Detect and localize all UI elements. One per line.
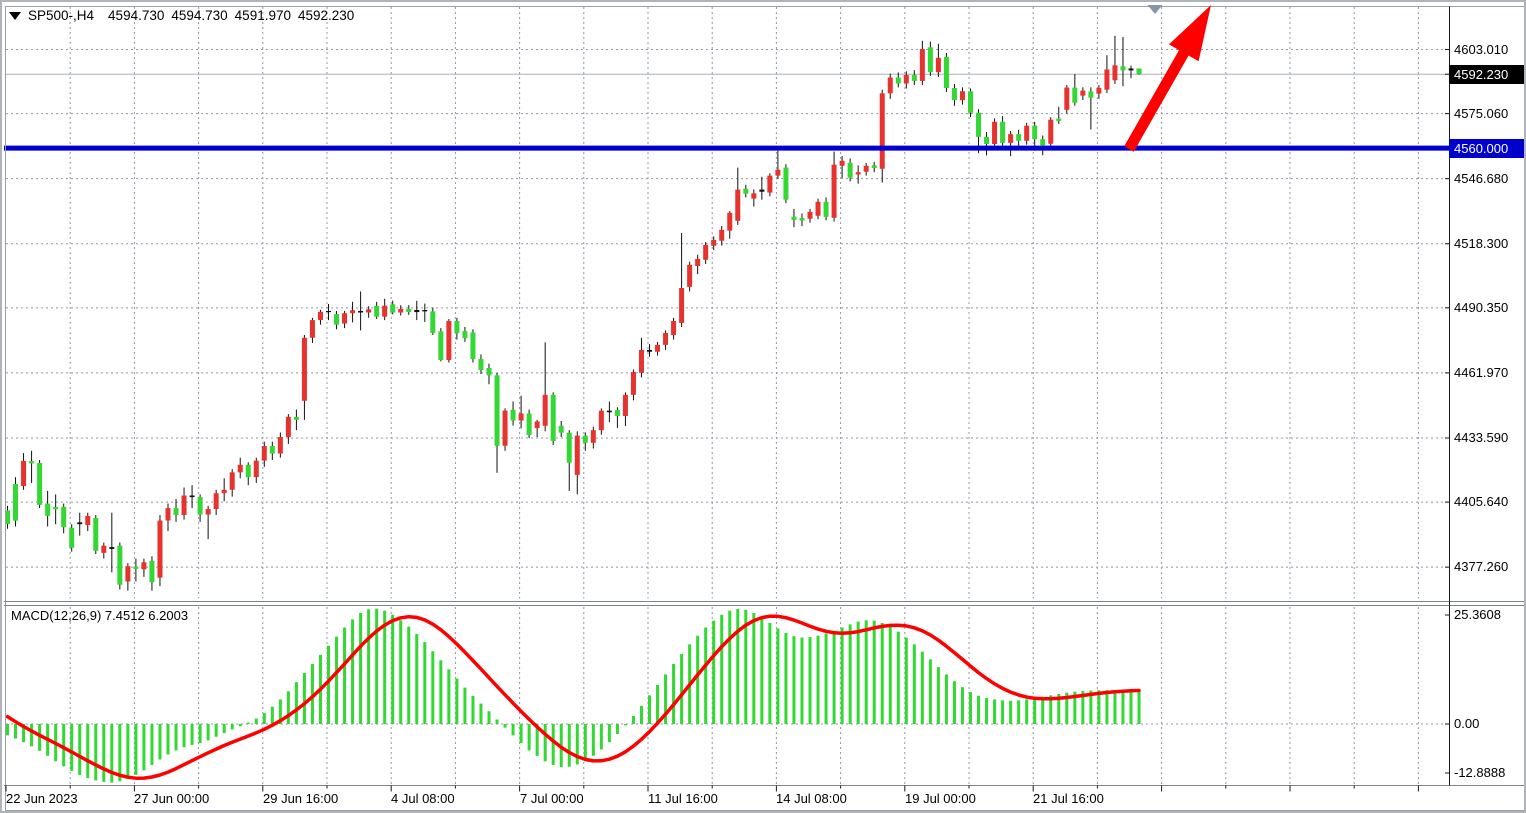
time-axis-label: 4 Jul 08:00 [391, 791, 455, 806]
macd-signal-line [5, 614, 1141, 780]
price-axis-label: 4546.680 [1454, 171, 1509, 186]
price-axis-label: 4377.260 [1454, 559, 1509, 574]
current-price-badge: 4592.230 [1449, 65, 1524, 84]
price-axis-label: 4575.060 [1454, 106, 1509, 121]
axis-ticks [5, 49, 1449, 792]
time-axis-label: 29 Jun 16:00 [263, 791, 339, 806]
price-axis-label: 4603.010 [1454, 42, 1509, 57]
trend-arrow-up [1124, 5, 1211, 152]
price-axis-label: 4518.300 [1454, 236, 1509, 251]
price-axis-label: 4433.590 [1454, 430, 1509, 445]
quote-open: 4594.730 [108, 8, 165, 23]
support-line-4560 [4, 145, 1450, 151]
quote-low: 4591.970 [234, 8, 291, 23]
time-axis-label: 19 Jul 00:00 [905, 791, 976, 806]
quote-line: SP500-,H4 4594.730 4594.730 4591.970 459… [9, 8, 361, 23]
macd-axis-label: -12.8888 [1454, 765, 1506, 780]
time-axis-label: 21 Jul 16:00 [1033, 791, 1104, 806]
time-axis-label: 7 Jul 00:00 [520, 791, 584, 806]
symbol-dropdown-icon [9, 11, 21, 20]
symbol-timeframe-label: SP500-,H4 [28, 8, 95, 23]
macd-histogram [6, 608, 1141, 783]
time-axis-label: 11 Jul 16:00 [648, 791, 718, 806]
macd-axis-label: 0.00 [1454, 716, 1480, 731]
time-axis-label: 14 Jul 08:00 [776, 791, 847, 806]
price-axis-label: 4461.970 [1454, 365, 1509, 380]
quote-high: 4594.730 [171, 8, 228, 23]
panel-frame [4, 6, 1524, 811]
macd-axis-label: 25.3608 [1454, 607, 1501, 622]
top-marker [1147, 5, 1163, 14]
support-level-badge: 4560.000 [1449, 139, 1524, 158]
quote-close: 4592.230 [297, 8, 355, 23]
candle-bodies [5, 47, 1142, 585]
gridlines [6, 7, 1450, 786]
macd-indicator-label: MACD(12,26,9) 7.4512 6.2003 [11, 608, 189, 623]
time-axis-label: 27 Jun 00:00 [134, 791, 210, 806]
time-axis-label: 22 Jun 2023 [6, 791, 78, 806]
price-axis-label: 4405.640 [1454, 494, 1509, 509]
price-axis-label: 4490.350 [1454, 300, 1509, 315]
